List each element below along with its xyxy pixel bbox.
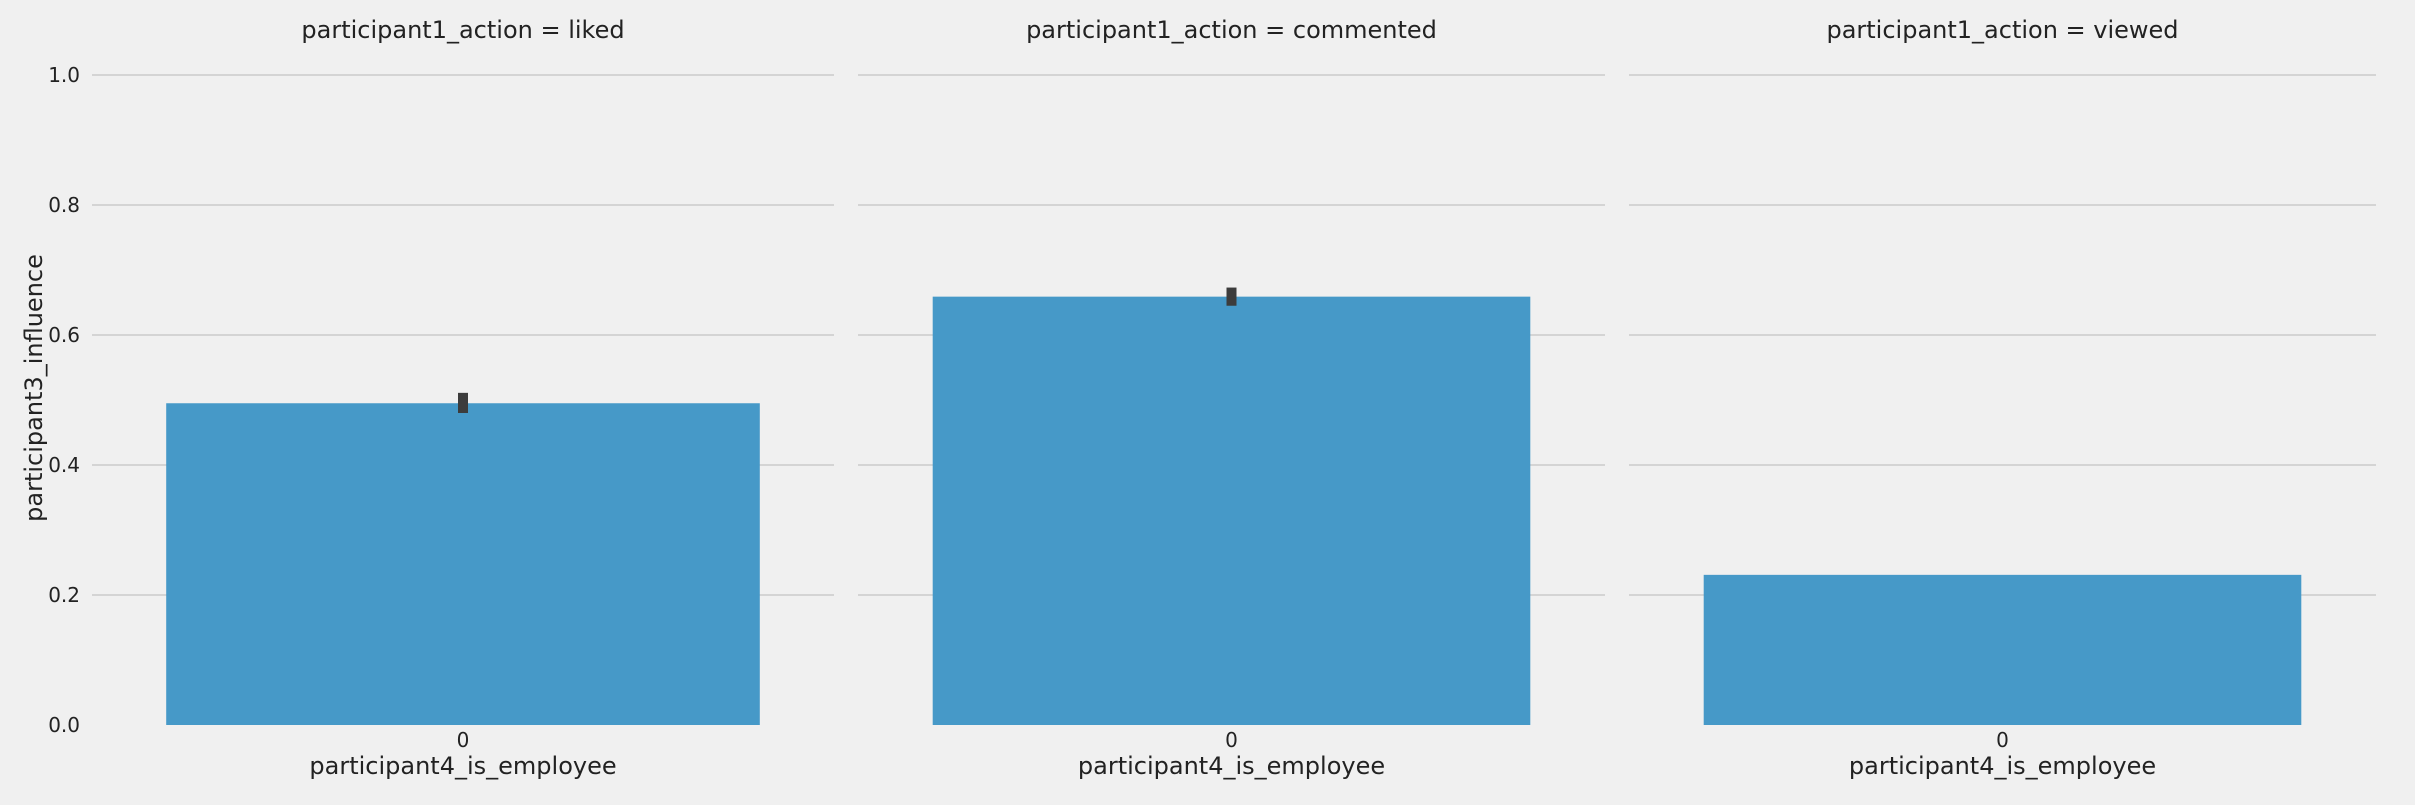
y-axis-label: participant3_influence xyxy=(20,254,48,522)
x-axis-label: participant4_is_employee xyxy=(1078,752,1385,780)
y-tick-label: 0.8 xyxy=(48,193,80,217)
y-tick-label: 1.0 xyxy=(48,63,80,87)
bar xyxy=(166,403,760,725)
y-tick-label: 0.2 xyxy=(48,583,80,607)
facet-title: participant1_action = liked xyxy=(301,16,624,44)
x-axis-label: participant4_is_employee xyxy=(1849,752,2156,780)
x-tick-label: 0 xyxy=(1225,728,1238,752)
y-tick-label: 0.4 xyxy=(48,453,80,477)
facet-title: participant1_action = viewed xyxy=(1826,16,2178,44)
x-tick-label: 0 xyxy=(457,728,470,752)
bar xyxy=(1703,574,2302,725)
x-axis-label: participant4_is_employee xyxy=(309,752,616,780)
x-tick-label: 0 xyxy=(1996,728,2009,752)
y-tick-label: 0.6 xyxy=(48,323,80,347)
y-tick-label: 0.0 xyxy=(48,713,80,737)
facet-title: participant1_action = commented xyxy=(1026,16,1437,44)
bar xyxy=(932,296,1531,725)
